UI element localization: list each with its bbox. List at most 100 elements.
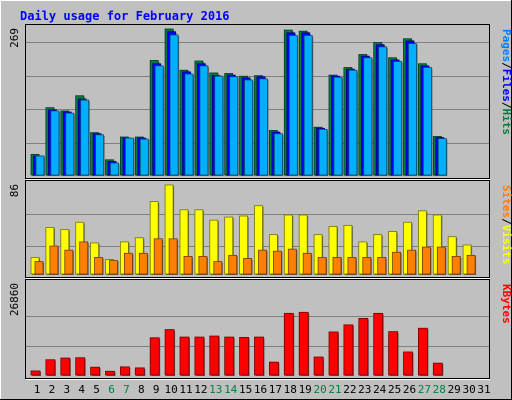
day-label: 17 xyxy=(269,383,282,396)
bar-kbytes-kbytes-day-7-fill xyxy=(120,366,130,376)
legend-separator: / xyxy=(500,62,512,69)
bar-visits-sites-day-25 xyxy=(392,251,402,275)
bar-hits-pages-day-12-fill xyxy=(199,65,209,176)
bar-kbytes-kbytes-day-28 xyxy=(432,362,444,376)
bar-visits-sites-day-7-fill xyxy=(124,252,133,275)
bar-visits-sites-day-29 xyxy=(451,256,462,275)
bar-hits-pages-day-27-fill xyxy=(422,67,432,176)
day-label: 12 xyxy=(194,383,207,396)
panel-legend: Sites/Visits xyxy=(500,185,512,265)
bar-kbytes-kbytes-day-27-fill xyxy=(417,327,428,376)
bar-kbytes-kbytes-day-19-fill xyxy=(298,311,309,376)
bar-kbytes-kbytes-day-3 xyxy=(60,357,71,376)
bar-hits-pages-day-6 xyxy=(110,162,120,176)
day-label: 9 xyxy=(153,383,160,396)
bar-visits-sites-day-6-fill xyxy=(109,260,118,275)
bar-visits-sites-day-9 xyxy=(153,238,164,275)
bar-kbytes-kbytes-day-24 xyxy=(373,312,384,376)
bar-hits-pages-day-4 xyxy=(80,99,90,176)
bar-hits-pages-day-17 xyxy=(273,133,284,176)
bar-hits-pages-day-8 xyxy=(139,138,150,176)
bar-visits-sites-day-19-fill xyxy=(302,252,312,275)
bar-hits-pages-day-12 xyxy=(199,65,209,176)
day-label: 21 xyxy=(328,383,341,396)
bar-visits-sites-day-23-fill xyxy=(362,257,372,275)
bar-kbytes-kbytes-day-26-fill xyxy=(403,351,413,376)
bar-visits-sites-day-18-fill xyxy=(287,248,297,275)
legend-item: Hits xyxy=(500,109,512,136)
bar-kbytes-kbytes-day-8 xyxy=(134,367,146,376)
bar-hits-pages-day-24-fill xyxy=(378,46,388,176)
day-label: 22 xyxy=(343,383,356,396)
bar-kbytes-kbytes-day-10 xyxy=(164,329,176,376)
bar-kbytes-kbytes-day-4-fill xyxy=(75,357,86,376)
legend-item: Sites xyxy=(500,185,512,218)
day-label: 1 xyxy=(34,383,41,396)
bar-visits-sites-day-19 xyxy=(302,252,313,275)
bar-visits-sites-day-16 xyxy=(258,249,268,275)
bar-visits-sites-day-1 xyxy=(34,261,44,275)
bar-visits-sites-day-11 xyxy=(183,256,193,275)
day-label: 20 xyxy=(313,383,326,396)
bar-hits-pages-day-1-fill xyxy=(35,155,45,176)
bar-visits-sites-day-20 xyxy=(317,257,328,275)
bar-visits-sites-day-27-fill xyxy=(421,246,431,275)
panel-legend: Pages/Files/Hits xyxy=(500,29,512,135)
bar-kbytes-kbytes-day-9-fill xyxy=(149,337,160,376)
bar-hits-pages-day-4-fill xyxy=(80,99,90,176)
bar-visits-sites-day-5-fill xyxy=(94,257,103,275)
chart-title: Daily usage for February 2016 xyxy=(20,9,230,23)
bar-kbytes-kbytes-day-22 xyxy=(343,324,354,376)
day-label: 11 xyxy=(179,383,192,396)
bar-hits-pages-day-26-fill xyxy=(408,43,417,176)
bar-hits-pages-day-16 xyxy=(259,78,269,176)
bar-kbytes-kbytes-day-23 xyxy=(358,318,369,376)
bar-kbytes-kbytes-day-21-fill xyxy=(328,331,339,376)
bar-kbytes-kbytes-day-12-fill xyxy=(194,336,205,376)
bar-visits-sites-day-5 xyxy=(94,257,104,275)
bar-kbytes-kbytes-day-12 xyxy=(194,336,205,376)
bar-kbytes-kbytes-day-13 xyxy=(209,335,220,376)
bar-kbytes-kbytes-day-9 xyxy=(149,337,161,376)
legend-item: Visits xyxy=(500,225,512,265)
bar-hits-pages-day-24 xyxy=(378,46,388,176)
day-label: 29 xyxy=(448,383,461,396)
bar-kbytes-kbytes-day-16 xyxy=(254,336,265,376)
bar-kbytes-kbytes-day-10-fill xyxy=(164,329,175,376)
bar-visits-sites-day-20-fill xyxy=(317,257,327,275)
bar-hits-pages-day-5-fill xyxy=(95,134,104,176)
bar-hits-pages-day-28 xyxy=(437,138,448,176)
legend-item: Files xyxy=(500,69,512,102)
legend-separator: / xyxy=(500,218,512,225)
bar-kbytes-kbytes-day-18-fill xyxy=(283,312,294,376)
bar-kbytes-kbytes-day-24-fill xyxy=(373,312,384,376)
bar-hits-pages-day-10 xyxy=(169,34,180,176)
bar-hits-pages-day-14-fill xyxy=(229,76,239,176)
bar-hits-pages-day-25-fill xyxy=(393,61,403,176)
bar-visits-sites-day-14 xyxy=(228,254,238,275)
day-label: 27 xyxy=(418,383,431,396)
bar-visits-sites-day-21 xyxy=(332,257,342,275)
bar-visits-sites-day-26 xyxy=(407,249,417,275)
bar-kbytes-kbytes-day-17 xyxy=(268,361,280,376)
bar-hits-pages-day-3-fill xyxy=(65,112,75,176)
legend-item: Pages xyxy=(500,29,512,62)
panel-scale-label: 86 xyxy=(8,184,21,197)
bar-kbytes-kbytes-day-1-fill xyxy=(30,370,41,376)
bar-kbytes-kbytes-day-6-fill xyxy=(105,370,115,376)
bar-visits-sites-day-8-fill xyxy=(138,252,148,275)
day-label: 25 xyxy=(388,383,401,396)
bar-kbytes-kbytes-day-25 xyxy=(388,331,399,376)
bar-visits-sites-day-18 xyxy=(287,248,298,275)
bar-hits-pages-day-19-fill xyxy=(303,35,313,176)
bar-visits-sites-day-3 xyxy=(64,249,74,275)
bar-visits-sites-day-30-fill xyxy=(466,254,476,275)
bar-kbytes-kbytes-day-8-fill xyxy=(134,367,145,376)
day-label: 16 xyxy=(254,383,267,396)
bar-hits-pages-day-15-fill xyxy=(244,79,254,176)
day-label: 19 xyxy=(299,383,312,396)
bar-hits-pages-day-21-fill xyxy=(333,76,343,176)
bar-kbytes-kbytes-day-7 xyxy=(120,366,131,376)
bar-visits-sites-day-4-fill xyxy=(79,241,89,275)
day-label: 28 xyxy=(433,383,446,396)
